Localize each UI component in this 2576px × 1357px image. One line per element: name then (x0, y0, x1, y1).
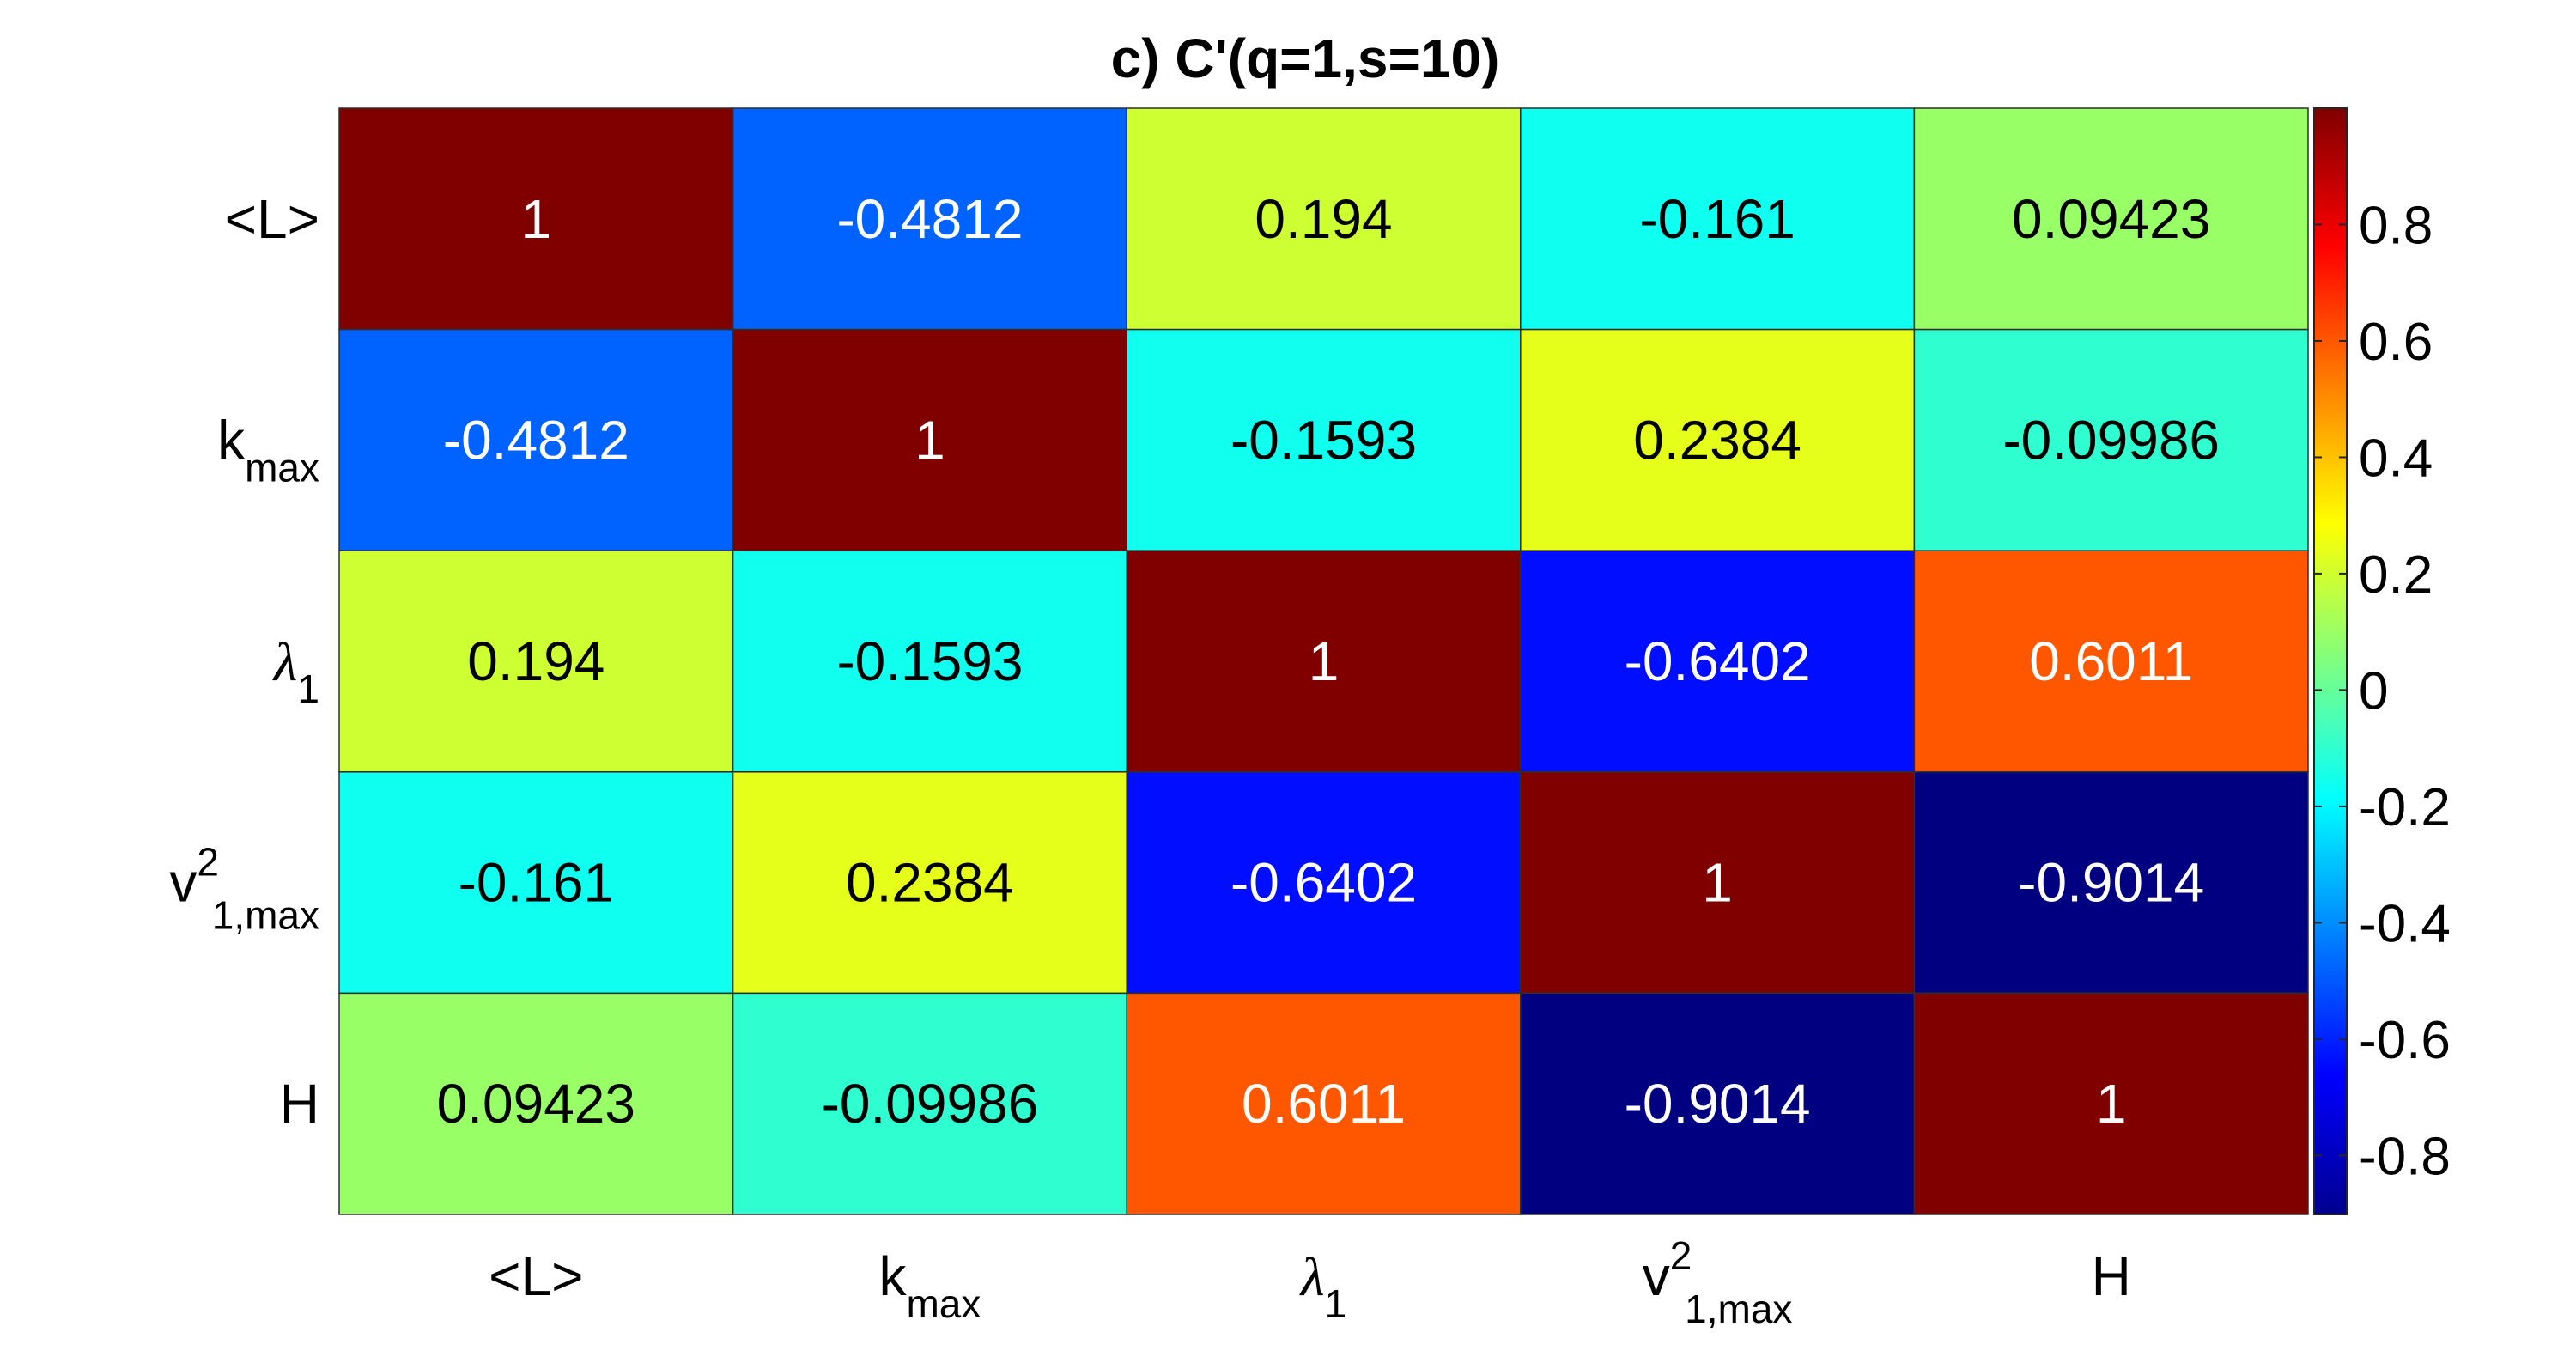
heatmap-cell (338, 992, 734, 1215)
chart-title: c) C'(q=1,s=10) (1111, 27, 1500, 89)
heatmap-cell (732, 771, 1127, 995)
colorbar-tick-label: 0.2 (2359, 545, 2433, 605)
column-label: v2 1,max (1643, 1220, 1793, 1331)
heatmap-cell (1913, 992, 2309, 1215)
cell-value-label: -0.4812 (836, 188, 1023, 250)
heatmap-cell (1126, 550, 1522, 773)
heatmap-cell (1126, 992, 1522, 1215)
heatmap-cell (1913, 107, 2309, 331)
heatmap-cell (338, 771, 734, 995)
column-label: <L> (489, 1245, 583, 1307)
heatmap-cell (1913, 328, 2309, 551)
row-label: v2 1,max (169, 826, 319, 938)
colorbar-tick-label: 0.8 (2359, 196, 2433, 255)
heatmap-cell (1913, 771, 2309, 995)
cell-value-label: 0.6011 (1242, 1073, 1406, 1135)
heatmap-cell (1520, 771, 1916, 995)
cell-value-label: 0.09423 (437, 1073, 635, 1135)
cell-value-label: 1 (1309, 630, 1340, 692)
row-labels: <L> kmax λ1 v2 1,max H (169, 188, 319, 1135)
cell-value-label: 1 (521, 188, 552, 250)
cell-value-label: -0.161 (459, 852, 614, 914)
colorbar-tick-label: -0.6 (2359, 1011, 2451, 1070)
heatmap-cell (732, 107, 1127, 331)
heatmap-cell (1126, 328, 1522, 551)
column-label: kmax (878, 1245, 981, 1326)
cell-value-label: 1 (914, 409, 945, 471)
cell-value-label: -0.6402 (1625, 630, 1811, 692)
column-labels: <L> kmax λ1 v2 1,max H (489, 1220, 2131, 1331)
cell-value-label: -0.9014 (1625, 1073, 1811, 1135)
heatmap-cell (338, 107, 734, 331)
cell-value-label: 1 (2096, 1073, 2127, 1135)
column-label: H (2092, 1245, 2131, 1307)
cell-value-label: -0.9014 (2018, 852, 2204, 914)
row-label: λ1 (272, 631, 319, 711)
cell-value-label: 1 (1702, 852, 1733, 914)
cell-value-label: -0.1593 (1230, 409, 1417, 471)
cell-value-label: 0.2384 (1633, 409, 1801, 471)
cell-value-label: 0.194 (467, 630, 605, 692)
colorbar-tick-label: 0.6 (2359, 313, 2433, 372)
cell-value-label: -0.09986 (2002, 409, 2220, 471)
cell-value-label: 0.6011 (2029, 630, 2193, 692)
cell-value-label: -0.09986 (822, 1073, 1039, 1135)
row-label: H (280, 1073, 319, 1135)
colorbar-tick-label: -0.2 (2359, 778, 2451, 837)
heatmap-cell (732, 992, 1127, 1215)
cell-value-label: 0.2384 (846, 852, 1014, 914)
colorbar-tick-label: 0.4 (2359, 429, 2433, 488)
heatmap-cell (1520, 550, 1916, 773)
cell-value-label: -0.6402 (1230, 852, 1417, 914)
column-label: λ1 (1299, 1246, 1346, 1326)
heatmap-cell (338, 328, 734, 551)
heatmap-cell (1126, 771, 1522, 995)
colorbar-ticks: 0.8 0.6 0.4 0.2 0 -0.2 -0.4 -0.6 -0.8 (2314, 196, 2451, 1186)
cell-value-label: -0.1593 (836, 630, 1023, 692)
heatmap-cell (1913, 550, 2309, 773)
heatmap-cell (732, 550, 1127, 773)
heatmap-cell (732, 328, 1127, 551)
heatmap-cell (1126, 107, 1522, 331)
cell-value-label: -0.161 (1639, 188, 1795, 250)
colorbar-tick-label: -0.8 (2359, 1127, 2451, 1186)
colorbar-tick-label: 0 (2359, 661, 2388, 721)
row-label: <L> (225, 188, 319, 250)
heatmap-cell (1520, 107, 1916, 331)
cell-value-label: 0.194 (1255, 188, 1392, 250)
colorbar (2313, 107, 2348, 1215)
cell-value-label: -0.4812 (443, 409, 629, 471)
row-label: kmax (217, 409, 319, 490)
cell-value-label: 0.09423 (2012, 188, 2210, 250)
colorbar-tick-label: -0.4 (2359, 894, 2451, 953)
heatmap-cells: 1 -0.4812 0.194 -0.161 0.09423 -0.4812 1 -0.159… (338, 107, 2309, 1215)
